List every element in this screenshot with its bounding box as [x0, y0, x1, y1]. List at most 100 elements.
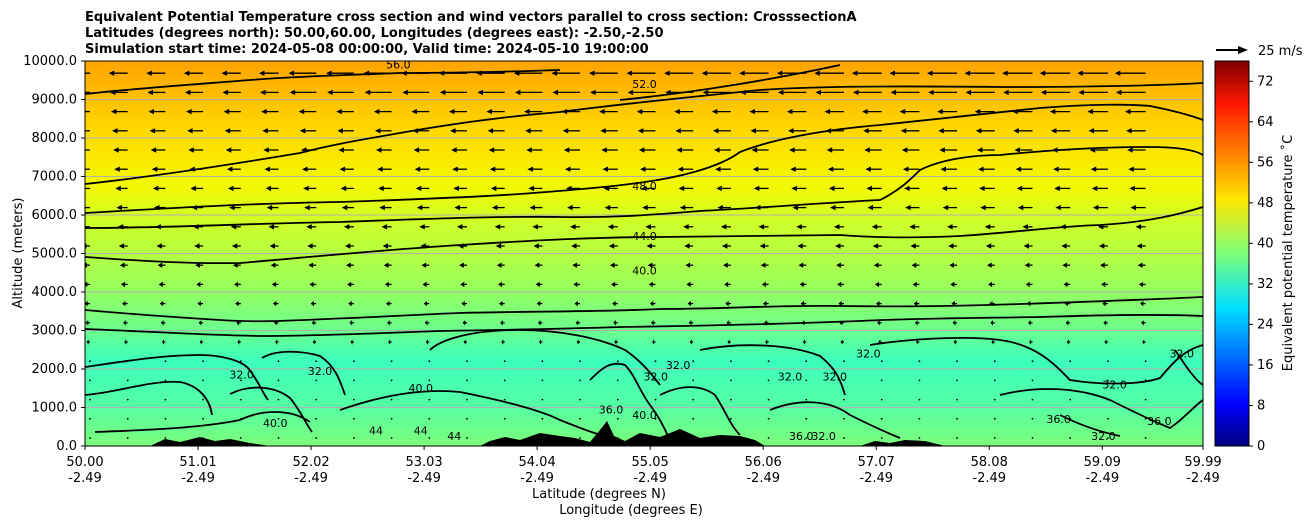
- contour-line: [85, 296, 1203, 323]
- wind-vector: [986, 262, 995, 268]
- wind-vector: [1078, 89, 1108, 96]
- wind-vector: [503, 417, 506, 420]
- wind-vector: [197, 300, 204, 307]
- wind-vector: [1098, 243, 1108, 249]
- wind-vector: [567, 204, 581, 211]
- contour-label: 32.0: [308, 365, 333, 378]
- wind-vector: [843, 360, 845, 363]
- y-tick-label: 1000.0: [32, 401, 78, 416]
- wind-vector: [1130, 204, 1146, 211]
- wind-vector: [828, 185, 844, 192]
- wind-vector: [637, 128, 656, 134]
- contour-label: 40.0: [408, 382, 433, 395]
- wind-vector: [1135, 224, 1146, 230]
- wind-vector: [315, 379, 318, 382]
- wind-vector: [918, 360, 921, 363]
- wind-vector: [802, 339, 807, 345]
- wind-vector: [194, 243, 204, 249]
- wind-vector: [590, 89, 618, 96]
- wind-vector: [612, 300, 618, 307]
- wind-vector: [159, 300, 166, 307]
- wind-vector: [1013, 128, 1033, 134]
- wind-vector: [1069, 360, 1072, 363]
- wind-vector: [796, 224, 807, 230]
- contour-line: [1174, 349, 1203, 386]
- wind-vector: [466, 360, 468, 363]
- wind-vector: [1126, 128, 1146, 134]
- wind-vector: [979, 185, 995, 192]
- terrain: [85, 421, 945, 446]
- wind-vector: [529, 204, 543, 211]
- wind-vector: [494, 224, 505, 230]
- wind-vector: [640, 166, 656, 172]
- wind-vector: [689, 339, 694, 345]
- wind-vector: [533, 243, 543, 249]
- wind-vector: [843, 398, 845, 401]
- contour-label: 32.0: [644, 371, 669, 384]
- wind-vector: [1100, 262, 1108, 268]
- x-axis: 50.00-2.4951.01-2.4952.02-2.4953.03-2.49…: [66, 446, 1222, 486]
- wind-vector: [900, 128, 920, 134]
- wind-vector: [976, 147, 995, 153]
- wind-vector: [157, 262, 166, 268]
- wind-vector: [1063, 281, 1071, 288]
- wind-vector: [390, 437, 393, 439]
- colorbar-tick-label: 8: [1257, 398, 1265, 413]
- wind-vector: [202, 398, 205, 401]
- wind-vector: [184, 89, 204, 96]
- wind-vector: [486, 108, 505, 115]
- wind-vector: [1107, 379, 1109, 382]
- wind-vector: [720, 224, 731, 230]
- wind-vector: [1129, 185, 1146, 192]
- wind-vector: [387, 320, 392, 326]
- wind-vector: [164, 398, 167, 401]
- wind-vector: [805, 417, 808, 420]
- wind-vector: [419, 224, 430, 230]
- wind-vector: [534, 262, 543, 268]
- wind-vector: [85, 206, 90, 209]
- contour-line: [85, 314, 1203, 337]
- wind-vector: [1139, 300, 1146, 307]
- wind-vector: [759, 243, 769, 249]
- wind-vector: [336, 108, 354, 115]
- wind-vector: [226, 166, 241, 172]
- wind-vector: [984, 224, 995, 230]
- wind-vector: [156, 243, 166, 249]
- colorbar-tick-label: 24: [1257, 317, 1274, 332]
- wind-vector: [702, 89, 731, 96]
- wind-vector: [902, 166, 920, 172]
- contour-lines: [85, 64, 1203, 441]
- wind-vector: [381, 224, 392, 230]
- wind-vector: [851, 70, 882, 76]
- wind-vector: [269, 243, 279, 249]
- wind-vector: [298, 108, 317, 115]
- wind-vector: [579, 417, 581, 420]
- wind-vector: [85, 130, 90, 132]
- wind-vector: [676, 147, 694, 153]
- wind-vector: [1066, 339, 1071, 345]
- wind-vector: [526, 147, 543, 153]
- wind-vector: [448, 108, 467, 115]
- wind-vector: [379, 204, 392, 211]
- wind-vector: [964, 70, 995, 76]
- wind-vector: [572, 262, 581, 268]
- wind-vector: [383, 262, 392, 268]
- wind-vector: [277, 360, 280, 363]
- wind-vector: [116, 204, 128, 211]
- wind-vector: [428, 437, 431, 439]
- wind-vector: [950, 281, 958, 288]
- wind-vector: [767, 360, 770, 363]
- wind-vector: [685, 262, 694, 268]
- wind-vector: [758, 224, 769, 230]
- wind-vector: [602, 166, 618, 172]
- wind-vector: [993, 379, 996, 382]
- wind-vector: [266, 204, 279, 211]
- wind-vector: [799, 281, 807, 288]
- x-axis-label-latitude: Latitude (degrees N): [532, 487, 666, 502]
- wind-vector: [428, 379, 431, 382]
- wind-vector: [762, 300, 769, 307]
- wind-vector: [714, 147, 731, 153]
- wind-vector: [1029, 339, 1033, 345]
- wind-vector: [616, 417, 619, 420]
- wind-vector: [952, 320, 958, 326]
